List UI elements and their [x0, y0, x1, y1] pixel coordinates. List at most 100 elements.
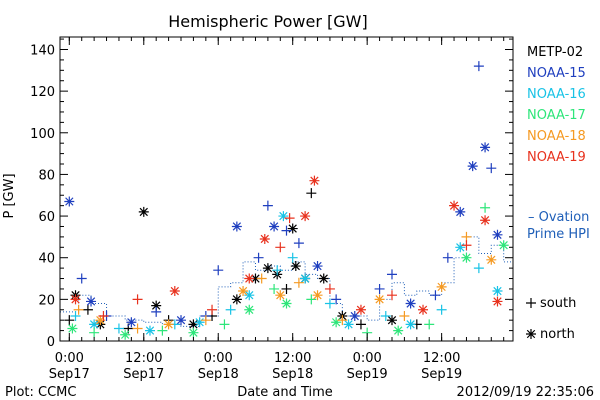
north-marker: [244, 304, 255, 315]
legend-noaa-16: NOAA-16: [527, 87, 586, 102]
north-marker: [461, 252, 472, 263]
series-noaa-18: [73, 231, 497, 334]
north-marker: [163, 319, 174, 330]
north-marker: [176, 315, 187, 326]
north-marker: [287, 223, 298, 234]
x-tick-date-label: Sep19: [347, 367, 388, 382]
north-marker: [436, 281, 447, 292]
north-marker: [343, 319, 354, 330]
south-marker: [442, 252, 453, 263]
south-marker: [207, 304, 218, 315]
south-legend-symbol: [526, 298, 536, 308]
south-marker: [473, 263, 484, 274]
north-marker: [250, 273, 261, 284]
legend-noaa-18: NOAA-18: [527, 129, 586, 144]
south-marker: [436, 304, 447, 315]
y-tick-label: 100: [30, 127, 55, 142]
north-marker: [269, 221, 280, 232]
north-marker: [95, 315, 106, 326]
south-marker: [386, 269, 397, 280]
x-tick-label: 12:00: [423, 351, 460, 366]
north-marker: [169, 286, 180, 297]
south-marker: [281, 283, 292, 294]
north-marker: [188, 327, 199, 338]
north-marker: [70, 294, 81, 305]
x-tick-label: 0:00: [55, 351, 84, 366]
south-marker: [89, 327, 100, 338]
south-marker: [380, 311, 391, 322]
x-tick-date-label: Sep17: [49, 367, 90, 382]
north-marker: [275, 290, 286, 301]
south-marker: [269, 283, 280, 294]
south-marker: [132, 323, 143, 334]
north-marker: [455, 206, 466, 217]
north-marker: [281, 298, 292, 309]
south-legend-label: south: [540, 296, 576, 311]
south-marker: [461, 240, 472, 251]
north-marker: [480, 215, 491, 226]
y-tick-label: 140: [30, 43, 55, 58]
north-marker: [498, 240, 509, 251]
south-marker: [430, 290, 441, 301]
north-marker: [300, 273, 311, 284]
south-marker: [293, 238, 304, 249]
north-marker: [467, 161, 478, 172]
footer-left: Plot: CCMC: [5, 385, 76, 400]
south-marker: [424, 319, 435, 330]
series-noaa-17: [67, 202, 509, 340]
north-marker: [393, 325, 404, 336]
south-marker: [355, 319, 366, 330]
north-marker: [312, 290, 323, 301]
legend-metp-02: METP-02: [527, 45, 583, 60]
south-marker: [82, 304, 93, 315]
south-marker: [98, 311, 109, 322]
north-marker: [455, 242, 466, 253]
north-marker: [374, 294, 385, 305]
ovation-hpi-line: [60, 236, 514, 327]
y-tick-label: 0: [47, 335, 55, 350]
south-marker: [70, 311, 81, 322]
y-tick-label: 20: [38, 293, 55, 308]
north-marker: [151, 300, 162, 311]
y-tick-label: 120: [30, 85, 55, 100]
north-marker: [300, 211, 311, 222]
y-tick-label: 40: [38, 252, 55, 267]
south-marker: [399, 311, 410, 322]
south-marker: [324, 283, 335, 294]
north-marker: [492, 286, 503, 297]
north-marker: [349, 311, 360, 322]
south-marker: [281, 225, 292, 236]
north-marker: [386, 315, 397, 326]
ovation-label-line-1: – Ovation: [528, 210, 589, 225]
north-marker: [262, 263, 273, 274]
south-marker: [200, 315, 211, 326]
south-marker: [76, 273, 87, 284]
south-marker: [219, 319, 230, 330]
north-legend-label: north: [540, 327, 575, 342]
north-marker: [492, 296, 503, 307]
north-marker: [67, 323, 78, 334]
north-marker: [418, 304, 429, 315]
south-marker: [272, 265, 283, 276]
legend-noaa-19: NOAA-19: [527, 150, 586, 165]
north-marker: [486, 254, 497, 265]
north-marker: [312, 261, 323, 272]
chart-title-group: Hemispheric Power [GW]: [168, 12, 367, 31]
south-marker: [113, 323, 124, 334]
x-tick-date-label: Sep18: [272, 367, 313, 382]
south-marker: [157, 325, 168, 336]
north-marker: [449, 200, 460, 211]
south-marker: [213, 265, 224, 276]
x-tick-date-label: Sep17: [123, 367, 164, 382]
south-marker: [293, 277, 304, 288]
x-tick-date-label: Sep18: [198, 367, 239, 382]
legend-noaa-17: NOAA-17: [527, 108, 586, 123]
north-marker: [144, 325, 155, 336]
north-marker: [86, 296, 97, 307]
y-axis-label: P [GW]: [2, 173, 17, 218]
south-marker: [486, 163, 497, 174]
ovation-label-line-2: Prime HPI: [527, 227, 590, 242]
south-marker: [73, 304, 84, 315]
footer-right: 2012/09/19 22:35:06: [457, 385, 594, 400]
